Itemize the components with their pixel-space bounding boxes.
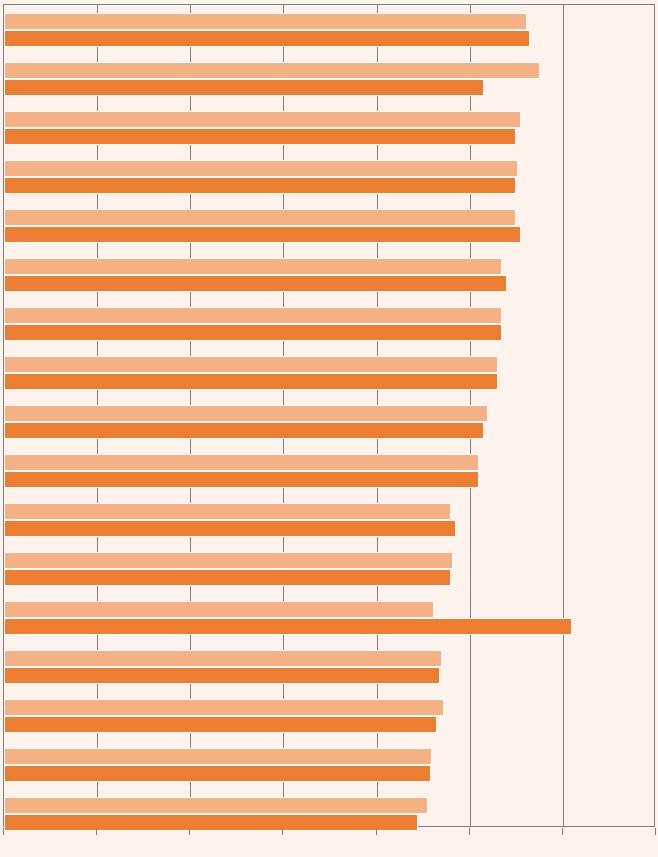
bar-series-b <box>4 520 456 537</box>
x-tick <box>469 828 470 835</box>
bar-series-b <box>4 422 484 439</box>
plot-area <box>3 4 655 827</box>
bar-series-b <box>4 373 498 390</box>
bar-series-a <box>4 552 453 569</box>
x-tick <box>562 828 563 835</box>
bar-series-b <box>4 716 437 733</box>
x-tick <box>655 828 656 835</box>
bar-series-b <box>4 128 516 145</box>
bar-series-b <box>4 569 451 586</box>
bar-series-a <box>4 405 488 422</box>
bars-wrapper <box>4 5 654 826</box>
bar-series-a <box>4 503 451 520</box>
x-tick <box>96 828 97 835</box>
bar-series-a <box>4 797 428 814</box>
bar-series-b <box>4 226 521 243</box>
bar-series-a <box>4 111 521 128</box>
bar-series-a <box>4 160 518 177</box>
x-tick <box>282 828 283 835</box>
bar-series-b <box>4 667 440 684</box>
bar-series-a <box>4 356 498 373</box>
bar-series-b <box>4 324 502 341</box>
bar-series-b <box>4 177 516 194</box>
bar-series-b <box>4 30 530 47</box>
bar-series-b <box>4 618 572 635</box>
bar-series-a <box>4 209 516 226</box>
bar-series-a <box>4 650 442 667</box>
bar-series-b <box>4 79 484 96</box>
bar-series-a <box>4 62 540 79</box>
bar-series-a <box>4 601 434 618</box>
x-axis <box>3 828 655 829</box>
bar-series-b <box>4 275 507 292</box>
bar-series-a <box>4 258 502 275</box>
bar-series-a <box>4 748 432 765</box>
bar-series-b <box>4 471 479 488</box>
x-tick <box>3 828 4 835</box>
bar-series-a <box>4 699 444 716</box>
x-tick <box>376 828 377 835</box>
bar-series-a <box>4 454 479 471</box>
x-tick <box>189 828 190 835</box>
bar-series-a <box>4 307 502 324</box>
bar-series-a <box>4 13 527 30</box>
chart-container <box>0 0 658 857</box>
bar-series-b <box>4 765 431 782</box>
